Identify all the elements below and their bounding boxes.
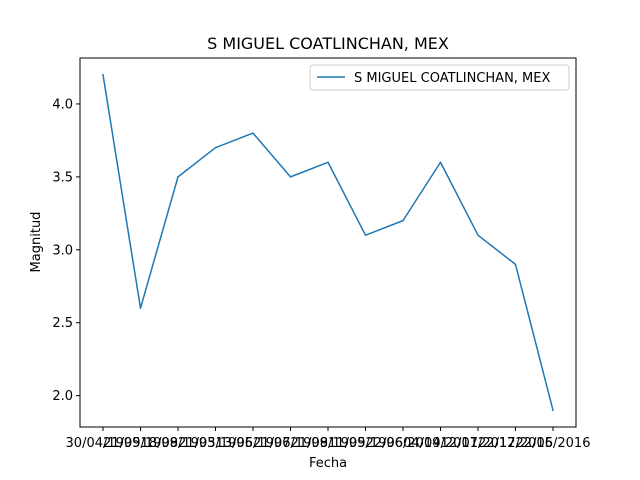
y-axis-label: Magnitud bbox=[29, 212, 44, 273]
y-tick-label: 4.0 bbox=[52, 97, 73, 112]
x-tick-label: 11/05/1996 bbox=[328, 436, 403, 451]
y-tick-label: 3.5 bbox=[52, 170, 73, 185]
plot-frame bbox=[79, 57, 577, 428]
y-axis: 2.0 2.5 3.0 3.5 4.0 bbox=[52, 97, 80, 404]
data-point bbox=[439, 161, 442, 163]
legend-label: S MIGUEL COATLINCHAN, MEX bbox=[354, 71, 550, 86]
plot-area bbox=[80, 58, 576, 427]
data-point bbox=[552, 409, 554, 411]
data-point bbox=[252, 132, 254, 134]
x-tick-label: 21/09/1998 bbox=[103, 436, 178, 451]
data-point bbox=[514, 263, 517, 265]
x-tick-label: 21/07/1998 bbox=[253, 436, 328, 451]
x-tick-label: 12/01/2017 bbox=[441, 436, 516, 451]
legend-box bbox=[309, 64, 570, 91]
series-layer bbox=[102, 73, 554, 412]
data-point bbox=[289, 176, 292, 178]
x-axis: 30/04/199521/09/199818/09/199321/05/1995… bbox=[66, 427, 591, 451]
data-point bbox=[364, 234, 367, 236]
data-point bbox=[102, 74, 104, 76]
data-point bbox=[327, 161, 329, 163]
x-tick-label: 04/09/2017 bbox=[403, 436, 478, 451]
y-tick-label: 3.0 bbox=[52, 243, 73, 258]
x-tick-label: 22/06/2014 bbox=[366, 436, 441, 451]
y-tick-label: 2.5 bbox=[52, 316, 73, 331]
x-tick-label: 21/05/1995 bbox=[178, 436, 253, 451]
x-tick-label: 30/04/1995 bbox=[66, 436, 141, 451]
x-tick-label: 18/09/1993 bbox=[141, 436, 216, 451]
chart-title: S MIGUEL COATLINCHAN, MEX bbox=[207, 34, 449, 53]
x-tick-label: 22/12/2016 bbox=[478, 436, 553, 451]
data-point bbox=[214, 147, 217, 149]
data-point bbox=[139, 307, 142, 309]
y-tick-label: 2.0 bbox=[52, 389, 73, 404]
x-axis-label: Fecha bbox=[309, 456, 347, 471]
x-tick-label: 22/05/2016 bbox=[516, 436, 591, 451]
legend: S MIGUEL COATLINCHAN, MEX bbox=[309, 64, 570, 91]
x-tick-label: 21/09/1999 bbox=[291, 436, 366, 451]
data-point bbox=[177, 176, 179, 178]
data-point bbox=[402, 220, 404, 222]
data-point bbox=[477, 234, 479, 236]
x-tick-label: 13/06/1996 bbox=[216, 436, 291, 451]
